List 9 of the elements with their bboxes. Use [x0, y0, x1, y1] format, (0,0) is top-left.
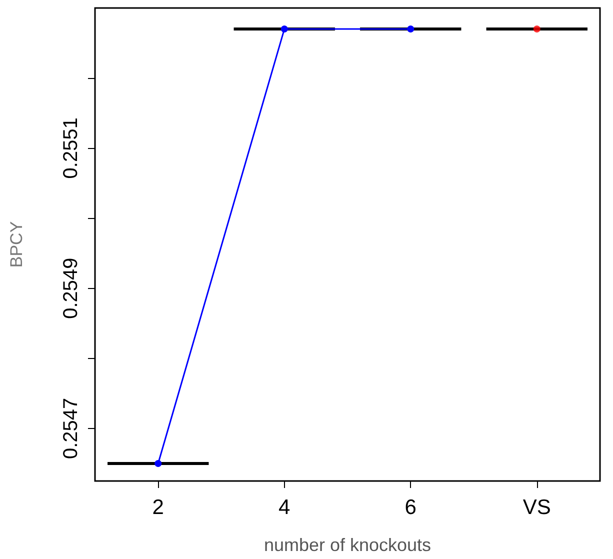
y-axis-title: BPCY: [7, 221, 26, 268]
y-tick-label: 0.2551: [60, 118, 82, 179]
x-tick-label: 6: [404, 496, 416, 519]
x-tick-label: 2: [152, 496, 164, 519]
y-tick-label: 0.2547: [60, 398, 82, 460]
x-tick-label: VS: [522, 496, 551, 519]
y-tick-label: 0.2549: [60, 258, 82, 319]
x-axis-title: number of knockouts: [264, 535, 432, 555]
x-tick-label: 4: [278, 496, 291, 519]
